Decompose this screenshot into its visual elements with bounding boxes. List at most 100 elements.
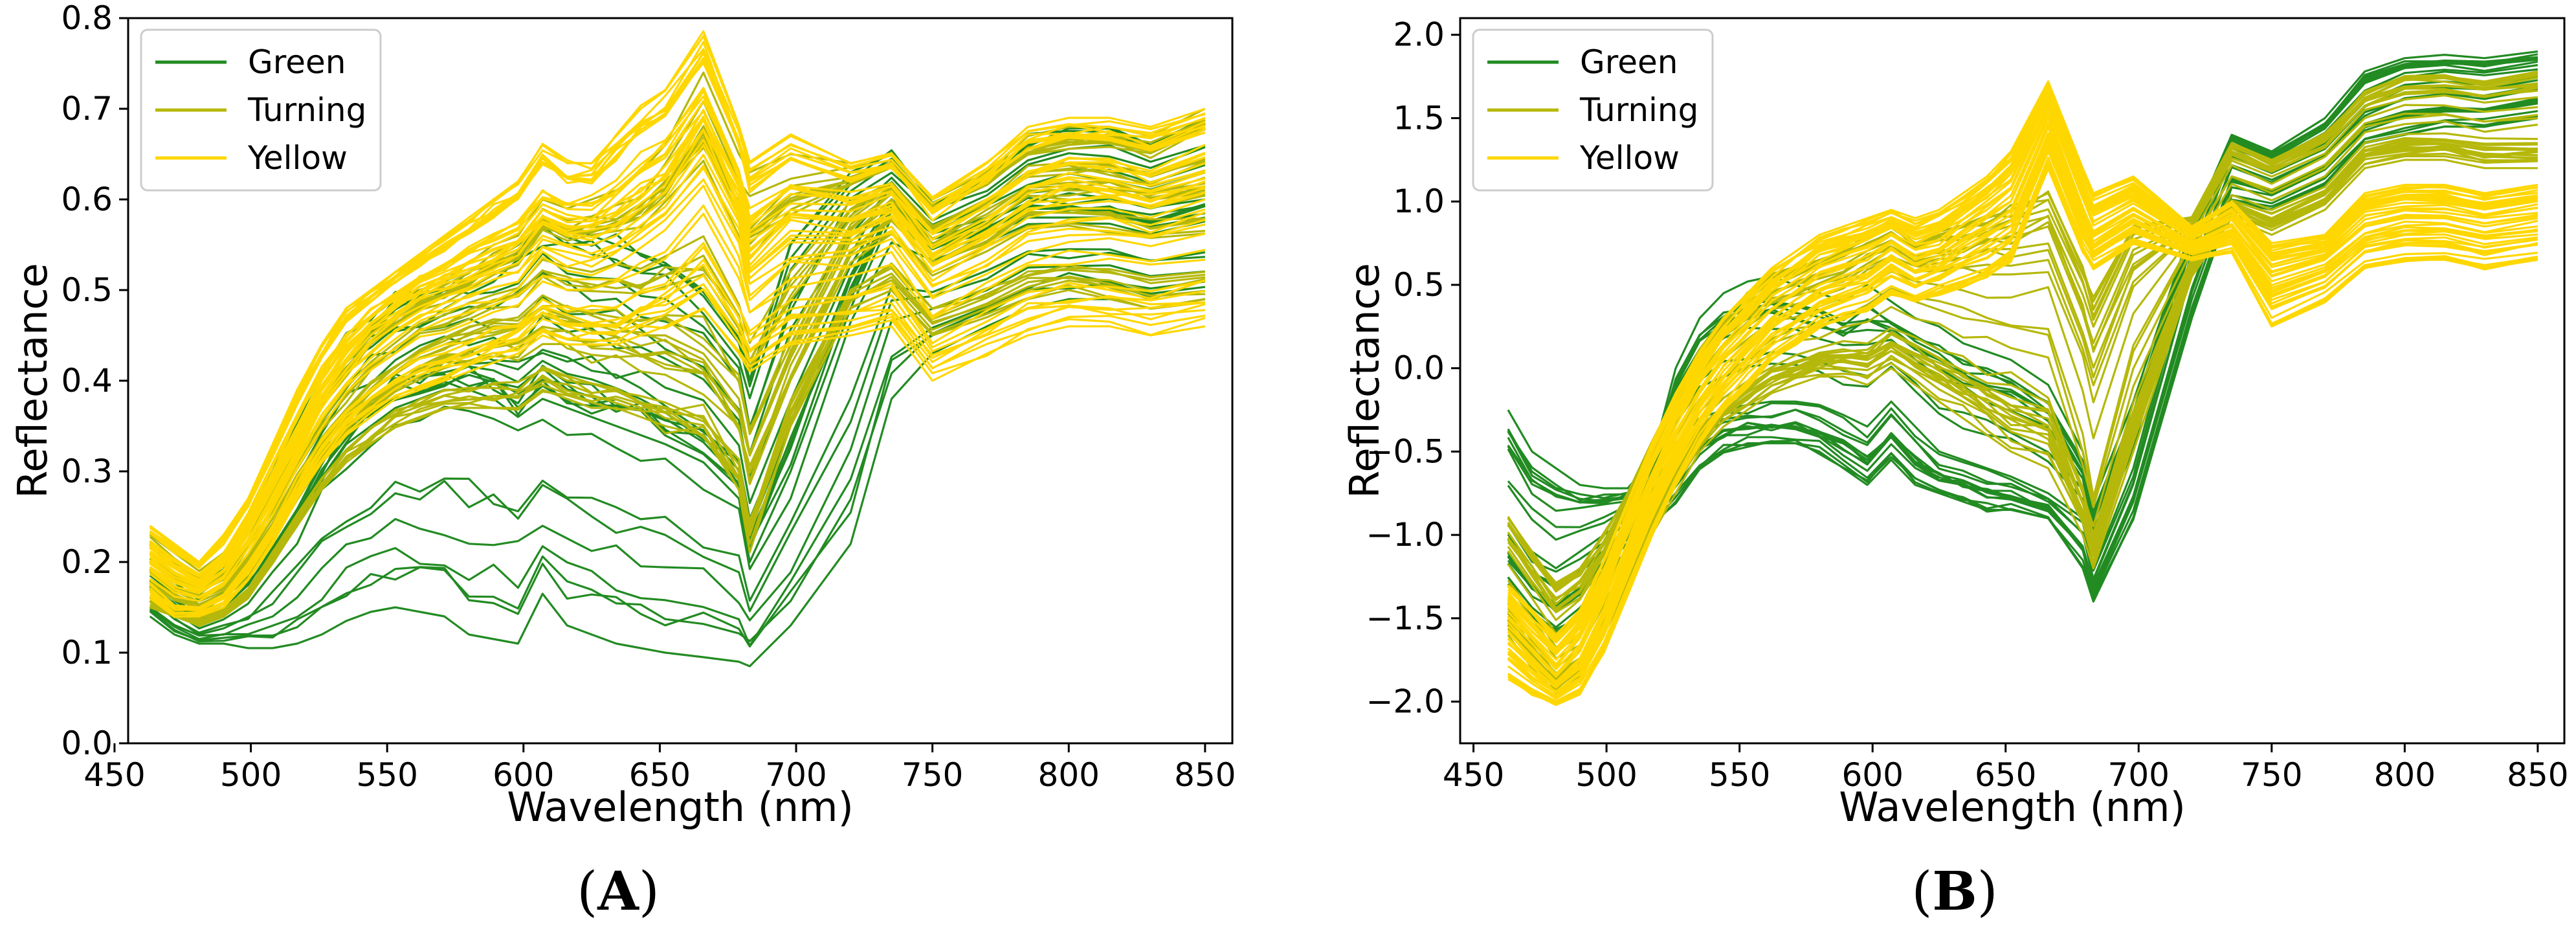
x-tick-label: 550 xyxy=(356,756,417,794)
y-tick-label: 0.8 xyxy=(61,0,113,37)
legend-b: Green Turning Yellow xyxy=(1472,28,1714,192)
x-tick-label: 800 xyxy=(2374,756,2436,794)
y-tick-label: 0.7 xyxy=(61,90,113,128)
legend-label-turning: Turning xyxy=(247,91,366,129)
x-tick-label: 700 xyxy=(2108,756,2170,794)
chart-panel-a: 450 500 550 600 650 700 750 800 850 0.0 0.1 0.2 0.3 0… xyxy=(9,0,1236,923)
spectrum-line xyxy=(149,41,1206,565)
spectrum-line xyxy=(149,245,1206,610)
x-tick-label: 450 xyxy=(1443,756,1504,794)
x-tick-label: 650 xyxy=(1975,756,2036,794)
spectrum-line xyxy=(149,283,1206,611)
spectrum-line xyxy=(149,242,1206,609)
legend-a: Green Turning Yellow xyxy=(140,28,382,192)
spectrum-line-typical xyxy=(1507,117,2538,678)
spectrum-line xyxy=(149,308,1206,618)
spectrum-line xyxy=(149,115,1206,586)
legend-frame xyxy=(140,28,382,192)
spectrum-line-low xyxy=(150,289,1206,627)
x-tick-label: 500 xyxy=(1575,756,1637,794)
panel-label-b-letter: B xyxy=(1932,860,1977,923)
spectrum-line xyxy=(1507,138,2538,689)
series-yellow xyxy=(1507,80,2538,706)
y-tick-label: 0.5 xyxy=(61,271,113,309)
y-tick-label: 0.2 xyxy=(61,543,113,581)
chart-panel-b: 450 500 550 600 650 700 750 800 850 −2.0 −1.5 −1.0 −… xyxy=(1341,16,2569,923)
spectrum-line xyxy=(149,275,1206,624)
panel-label-b-close: ) xyxy=(1977,861,1998,923)
legend-label-green: Green xyxy=(1580,43,1678,81)
y-tick-label: 0.3 xyxy=(61,453,113,490)
panel-label-b-open: ( xyxy=(1911,861,1932,923)
series-yellow xyxy=(149,30,1206,618)
x-tick-label: 800 xyxy=(1038,756,1100,794)
spectrum-line xyxy=(1507,122,2538,684)
y-tick-label: −0.5 xyxy=(1366,433,1445,470)
x-tick-label: 450 xyxy=(83,756,145,794)
x-tick-label: 750 xyxy=(902,756,963,794)
spectrum-line xyxy=(149,110,1206,581)
y-tick-label: 0.5 xyxy=(1393,266,1445,304)
y-tick-label: −2.0 xyxy=(1366,683,1445,721)
y-axis-title-b: Reflectance xyxy=(1341,263,1388,499)
x-tick-label: 550 xyxy=(1709,756,1770,794)
spectrum-line xyxy=(149,178,1206,595)
spectra-lines-a xyxy=(149,30,1206,668)
x-axis-title-a: Wavelength (nm) xyxy=(507,783,854,831)
spectrum-line xyxy=(149,100,1206,578)
spectrum-line-low xyxy=(149,307,1206,618)
spectrum-line xyxy=(1507,122,2538,683)
spectrum-line-high xyxy=(1507,80,2538,636)
spectrum-line-high xyxy=(149,35,1206,563)
spectrum-line xyxy=(1507,148,2538,688)
spectrum-line xyxy=(149,115,1206,586)
y-tick-label: −1.0 xyxy=(1366,516,1445,554)
y-tick-label: 0.4 xyxy=(61,362,113,399)
y-tick-label: 0.1 xyxy=(61,634,113,671)
spectrum-line xyxy=(1507,133,2538,684)
x-tick-label: 750 xyxy=(2241,756,2302,794)
spectrum-line xyxy=(1507,96,2538,656)
x-tick-label: 700 xyxy=(765,756,827,794)
spectrum-line xyxy=(1507,143,2538,694)
legend-label-turning: Turning xyxy=(1579,91,1698,129)
spectrum-line xyxy=(149,185,1206,598)
spectrum-line xyxy=(1507,104,2538,666)
y-tick-label: 2.0 xyxy=(1393,16,1445,54)
spectrum-line xyxy=(1507,157,2538,700)
panel-label-b: (B) xyxy=(1911,860,1997,923)
spectrum-line-low xyxy=(1507,167,2538,706)
panel-label-a-close: ) xyxy=(639,861,660,923)
x-tick-label: 650 xyxy=(629,756,691,794)
spectrum-line-typical xyxy=(149,144,1206,590)
y-tick-label: 0.0 xyxy=(61,725,113,762)
panel-label-a-open: ( xyxy=(577,861,597,923)
y-tick-label: 1.0 xyxy=(1393,183,1445,220)
spectrum-line xyxy=(149,204,1206,599)
axes-a: 450 500 550 600 650 700 750 800 850 0.0 0.1 0.2 0.3 0… xyxy=(61,0,1236,794)
axes-b: 450 500 550 600 650 700 750 800 850 −2.0 −1.5 −1.0 −… xyxy=(1366,16,2569,794)
spectrum-line xyxy=(149,167,1206,593)
y-tick-label: 0.0 xyxy=(1393,350,1445,387)
legend-label-green: Green xyxy=(248,43,346,81)
x-tick-label: 600 xyxy=(493,756,554,794)
x-tick-label: 500 xyxy=(220,756,282,794)
spectrum-line xyxy=(1507,109,2538,671)
panel-label-a: (A) xyxy=(577,860,660,923)
spectrum-line xyxy=(149,272,1206,647)
spectrum-line xyxy=(1507,92,2538,653)
spectrum-line xyxy=(1507,80,2538,641)
x-tick-label: 850 xyxy=(2507,756,2568,794)
y-axis-title-a: Reflectance xyxy=(9,263,56,499)
panel-label-a-letter: A xyxy=(597,860,639,923)
spectrum-line xyxy=(149,212,1206,603)
legend-label-yellow: Yellow xyxy=(247,139,348,177)
x-tick-label: 600 xyxy=(1841,756,1903,794)
y-tick-label: 0.6 xyxy=(61,181,113,218)
spectrum-line xyxy=(149,90,1206,576)
spectrum-line xyxy=(149,283,1206,643)
spectrum-line xyxy=(149,282,1206,648)
legend-frame xyxy=(1472,28,1714,192)
spectrum-line xyxy=(1507,148,2538,697)
